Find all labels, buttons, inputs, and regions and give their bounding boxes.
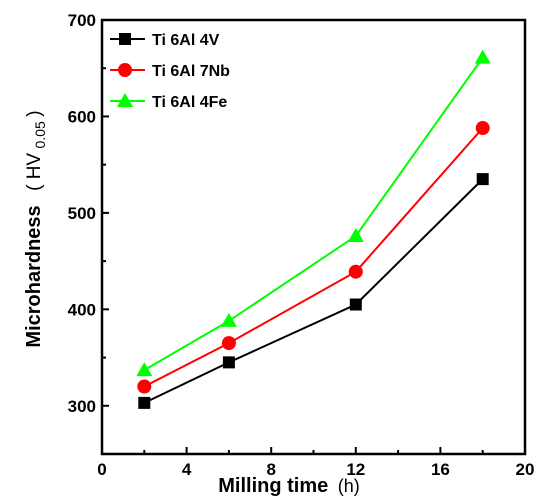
data-point (137, 379, 152, 394)
data-point (475, 121, 490, 136)
plot-border (100, 18, 527, 456)
series-line (143, 127, 484, 388)
y-axis-unit-suffix: ) (24, 110, 45, 116)
x-tick-label: 4 (182, 460, 192, 479)
y-axis-title: Microhardness ( HV 0.05 ) (23, 110, 49, 347)
data-point (138, 396, 151, 409)
y-axis-unit-subscript: 0.05 (32, 121, 48, 148)
series-ti-6al-4fe (136, 49, 491, 377)
y-tick-label: 700 (68, 11, 96, 30)
data-point (136, 362, 153, 377)
data-point (474, 49, 491, 64)
legend-item: Ti 6Al 7Nb (110, 63, 230, 80)
series-ti-6al-4v (138, 173, 489, 409)
data-point (221, 336, 236, 351)
data-point (476, 173, 489, 186)
series-layer (136, 49, 491, 409)
x-tick-label: 0 (97, 460, 106, 479)
tick-layer: 0 4 8 12 16 20 300 400 500 600 700 (68, 11, 535, 479)
y-tick-label: 600 (68, 107, 96, 126)
data-point (220, 312, 237, 327)
legend-item: Ti 6Al 4V (110, 32, 220, 49)
legend-label: Ti 6Al 4Fe (152, 94, 227, 111)
x-axis-unit: (h) (338, 476, 360, 496)
y-tick-label: 500 (68, 204, 96, 223)
data-point (349, 298, 362, 311)
legend-marker (119, 33, 131, 45)
series-line (143, 178, 484, 404)
x-axis-label: Milling time (218, 475, 328, 497)
y-tick-label: 400 (68, 300, 96, 319)
x-tick-label: 16 (431, 460, 450, 479)
legend-marker (117, 93, 133, 107)
legend-item: Ti 6Al 4Fe (110, 93, 227, 111)
legend: Ti 6Al 4V Ti 6Al 7Nb Ti 6Al 4Fe (110, 32, 230, 111)
x-axis-title: Milling time (h) (218, 475, 359, 497)
x-tick-label: 12 (346, 460, 365, 479)
y-axis-unit-prefix: ( HV (24, 153, 45, 191)
data-point (348, 264, 363, 279)
legend-label: Ti 6Al 4V (152, 32, 220, 49)
series-line (143, 57, 484, 371)
legend-marker (118, 63, 132, 77)
x-tick-label: 8 (266, 460, 275, 479)
series-ti-6al-7nb (137, 121, 490, 394)
plot-frame (100, 18, 527, 456)
data-point (222, 356, 235, 369)
y-tick-label: 300 (68, 397, 96, 416)
x-tick-label: 20 (516, 460, 535, 479)
legend-label: Ti 6Al 7Nb (152, 63, 230, 80)
data-point (347, 228, 364, 243)
y-axis-label: Microhardness (23, 205, 45, 347)
